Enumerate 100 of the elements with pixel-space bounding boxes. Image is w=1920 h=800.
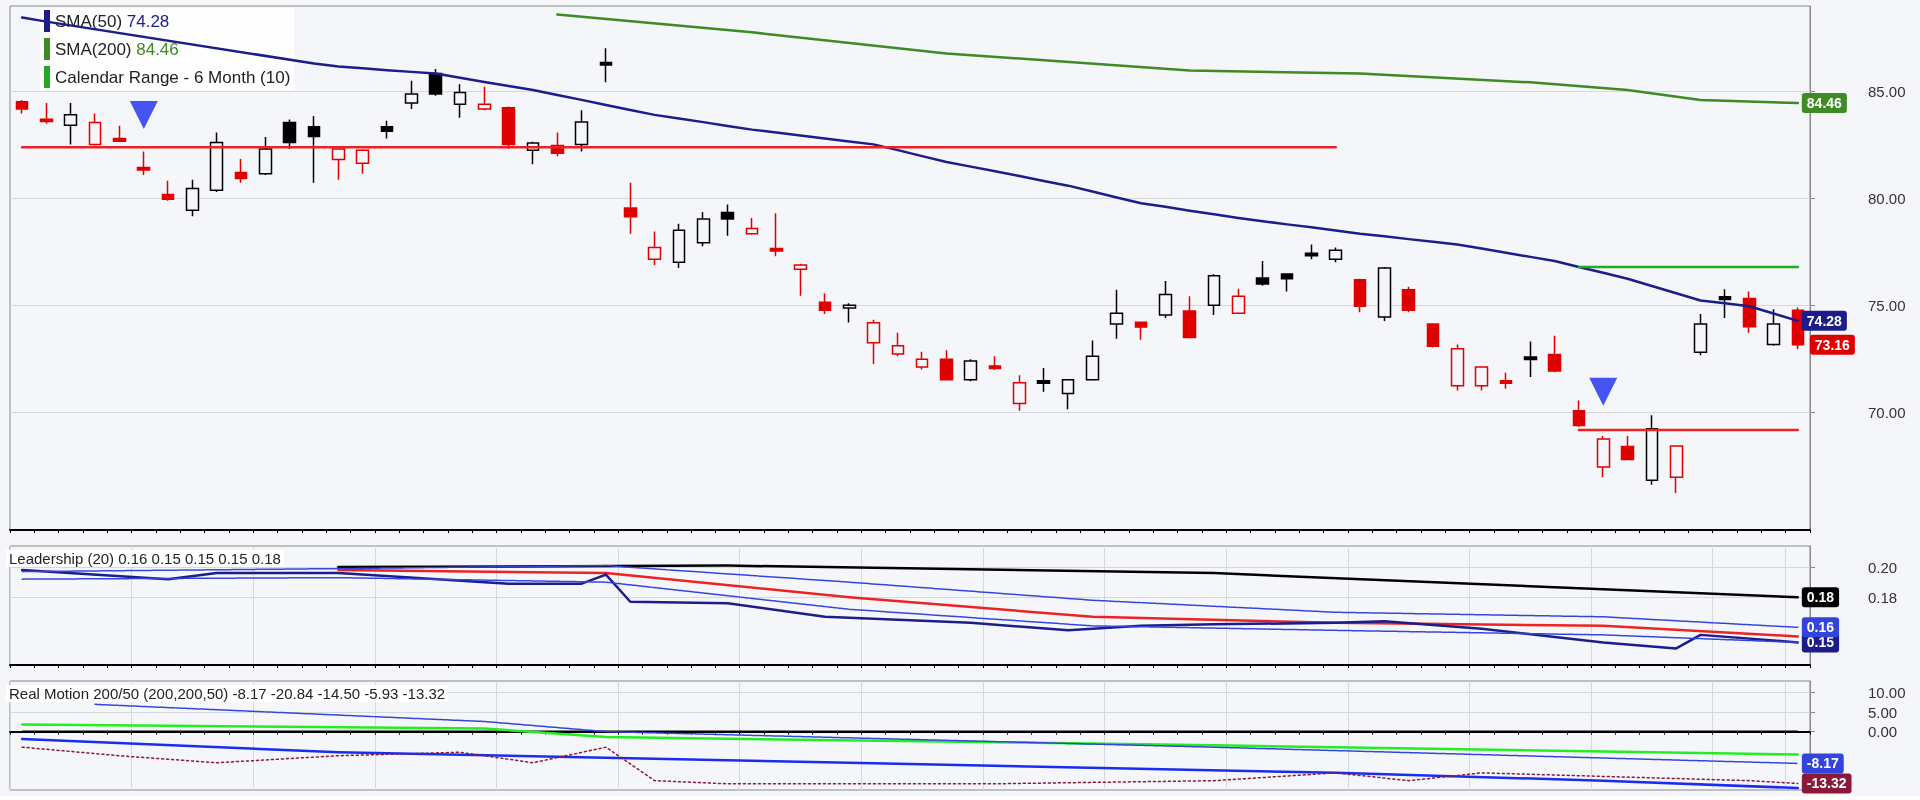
text: 74.28 bbox=[126, 11, 170, 31]
line-series bbox=[337, 564, 1800, 599]
data-label: -13.32 bbox=[1806, 775, 1847, 792]
candlestick bbox=[1572, 399, 1586, 428]
candlestick bbox=[1134, 320, 1148, 341]
line-series bbox=[21, 746, 1799, 785]
candlestick bbox=[1207, 273, 1221, 316]
candlestick bbox=[1304, 243, 1319, 260]
candlestick bbox=[696, 211, 711, 247]
candlestick bbox=[63, 102, 78, 146]
y-tick-label: 5.00 bbox=[1868, 703, 1898, 721]
line-series bbox=[337, 568, 1800, 638]
candlestick bbox=[1231, 288, 1246, 315]
candlestick bbox=[574, 109, 589, 153]
candlestick bbox=[745, 217, 759, 236]
candlestick bbox=[331, 147, 346, 181]
candlestick bbox=[672, 222, 686, 269]
data-label: -8.17 bbox=[1806, 755, 1839, 772]
candlestick bbox=[39, 102, 54, 125]
candlestick bbox=[1401, 286, 1416, 314]
candlestick bbox=[1012, 374, 1027, 412]
candlestick bbox=[88, 112, 102, 147]
candlestick bbox=[1718, 288, 1732, 319]
candlestick bbox=[720, 203, 735, 237]
candlestick bbox=[453, 83, 467, 119]
data-label: 0.18 bbox=[1806, 589, 1835, 606]
candlestick bbox=[1328, 246, 1343, 263]
candlestick bbox=[1109, 289, 1124, 340]
candlestick bbox=[1645, 414, 1659, 486]
candlestick bbox=[842, 302, 857, 324]
candlestick bbox=[1547, 335, 1562, 374]
candlestick bbox=[282, 118, 297, 150]
candlestick bbox=[793, 262, 808, 297]
candlestick bbox=[1620, 435, 1635, 461]
candlestick bbox=[623, 181, 638, 235]
y-tick-label: 80.00 bbox=[1868, 189, 1906, 207]
candlestick bbox=[380, 119, 394, 140]
candlestick bbox=[1280, 272, 1294, 293]
y-tick-label: 75.00 bbox=[1868, 296, 1906, 314]
candlestick bbox=[1766, 308, 1781, 347]
candlestick bbox=[915, 350, 929, 371]
candlestick bbox=[963, 358, 978, 382]
chart-title: Real Motion 200/50 (200,200,50) -8.17 -20.84 -14.50 -5.93 -13.32 bbox=[9, 685, 446, 702]
candlestick bbox=[1523, 340, 1538, 378]
candlestick bbox=[1182, 295, 1197, 339]
data-label: 0.15 bbox=[1806, 634, 1835, 651]
candlestick bbox=[209, 131, 224, 193]
candlestick bbox=[185, 178, 200, 217]
line-series bbox=[20, 737, 1800, 790]
chart-title: Leadership (20) 0.16 0.15 0.15 0.15 0.18 bbox=[9, 550, 281, 567]
candlestick bbox=[769, 212, 784, 257]
candlestick bbox=[161, 179, 175, 202]
candlestick bbox=[647, 230, 662, 266]
line-series bbox=[94, 703, 1799, 765]
candlestick bbox=[258, 136, 273, 176]
candlestick bbox=[1742, 290, 1757, 334]
candlestick bbox=[501, 105, 516, 150]
candlestick bbox=[818, 292, 832, 315]
legend-label: SMA(50) bbox=[55, 11, 123, 31]
candlestick bbox=[1669, 444, 1684, 494]
candlestick bbox=[307, 115, 321, 184]
candlestick bbox=[1061, 378, 1075, 411]
text: 73.16 bbox=[1814, 336, 1851, 353]
data-label: 74.28 bbox=[1806, 312, 1843, 329]
candlestick bbox=[355, 148, 370, 175]
y-tick-label: 70.00 bbox=[1868, 403, 1906, 421]
data-label: 0.16 bbox=[1806, 619, 1835, 636]
candlestick bbox=[234, 158, 248, 184]
candlestick bbox=[404, 79, 419, 110]
candlestick bbox=[477, 85, 492, 111]
y-tick-label: 10.00 bbox=[1868, 684, 1906, 702]
text: 84.46 bbox=[136, 39, 179, 59]
candlestick bbox=[136, 150, 151, 176]
candlestick bbox=[1474, 365, 1489, 392]
candlestick bbox=[1596, 435, 1611, 478]
candlestick bbox=[939, 349, 954, 382]
line-series bbox=[21, 576, 1799, 644]
line-series bbox=[556, 13, 1800, 105]
y-tick-label: 85.00 bbox=[1868, 83, 1906, 101]
candlestick bbox=[1426, 322, 1440, 349]
legend-label: Calendar Range - 6 Month (10) bbox=[55, 67, 291, 87]
y-tick-label: 0.18 bbox=[1868, 588, 1898, 606]
candlestick bbox=[112, 125, 127, 143]
y-tick-label: 0.00 bbox=[1868, 723, 1898, 741]
candlestick bbox=[988, 355, 1002, 371]
candlestick bbox=[1450, 343, 1465, 392]
candlestick bbox=[1693, 313, 1708, 357]
data-label: 84.46 bbox=[1806, 95, 1843, 112]
candlestick bbox=[1158, 280, 1173, 319]
candlestick bbox=[1353, 277, 1367, 314]
candlestick bbox=[866, 319, 881, 365]
candlestick bbox=[1377, 266, 1392, 322]
candlestick bbox=[891, 332, 905, 358]
y-tick-label: 0.20 bbox=[1868, 558, 1898, 576]
line-series bbox=[20, 723, 1800, 756]
candlestick bbox=[1255, 260, 1270, 287]
candlestick bbox=[1085, 339, 1100, 382]
candlestick bbox=[1036, 367, 1051, 393]
candlestick bbox=[1499, 372, 1513, 390]
candlestick bbox=[15, 99, 29, 115]
